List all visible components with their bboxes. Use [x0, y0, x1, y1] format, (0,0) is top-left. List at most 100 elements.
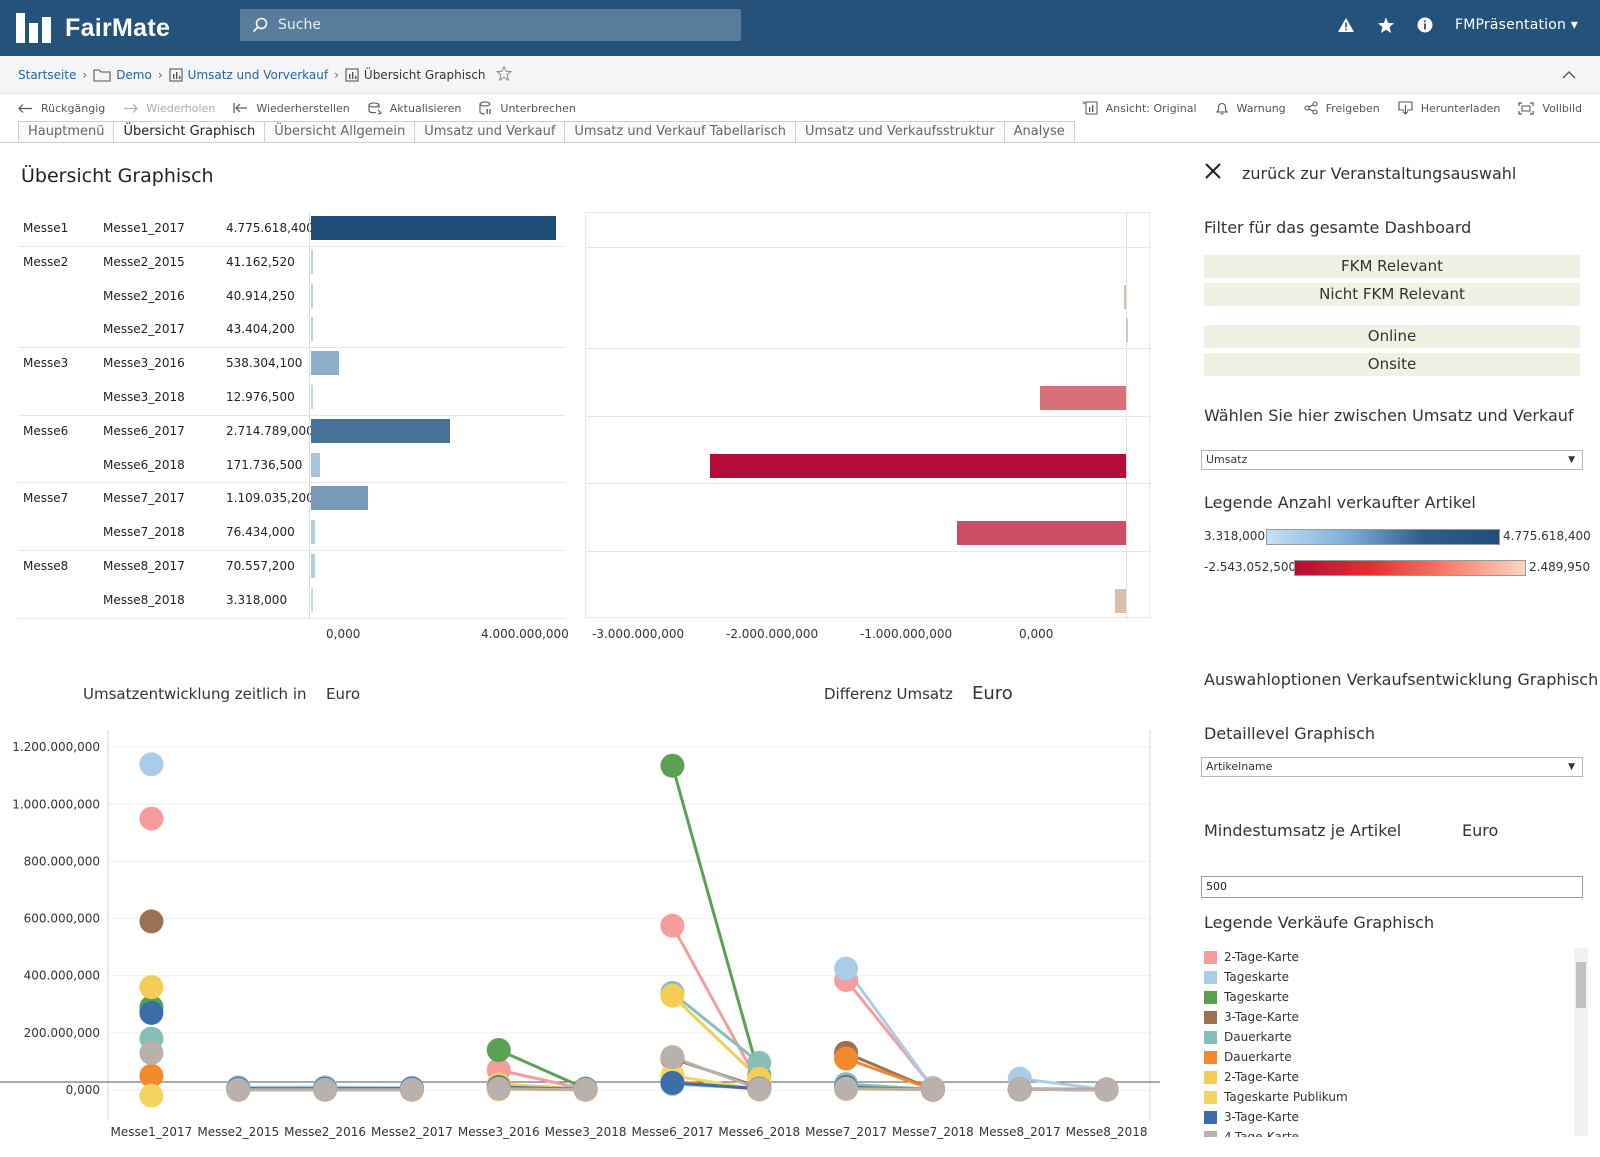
- breadcrumb-umsatz[interactable]: Umsatz und Vorverkauf: [169, 68, 328, 82]
- tab-uebersicht-allgemein[interactable]: Übersicht Allgemein: [264, 121, 416, 143]
- close-icon[interactable]: [1204, 162, 1222, 184]
- revenue-bar[interactable]: [311, 283, 314, 308]
- series-point[interactable]: [139, 1063, 164, 1088]
- info-icon[interactable]: [1417, 17, 1433, 33]
- legend-swatch: [1204, 1050, 1217, 1064]
- difference-bar[interactable]: [1126, 318, 1129, 343]
- legend-item[interactable]: 3-Tage-Karte: [1204, 1007, 1584, 1027]
- series-point[interactable]: [660, 753, 685, 778]
- revenue-bar[interactable]: [311, 486, 368, 511]
- pause-button[interactable]: Unterbrechen: [479, 101, 576, 115]
- series-point[interactable]: [139, 752, 164, 777]
- series-point[interactable]: [313, 1077, 338, 1102]
- tab-hauptmenue[interactable]: Hauptmenü: [18, 121, 115, 143]
- search-input[interactable]: Suche: [240, 9, 741, 41]
- tab-analyse[interactable]: Analyse: [1003, 121, 1075, 143]
- filter-fkm-relevant[interactable]: FKM Relevant: [1204, 255, 1580, 278]
- series-point[interactable]: [486, 1038, 511, 1062]
- tab-umsatz-verkaufsstruktur[interactable]: Umsatz und Verkaufsstruktur: [795, 121, 1005, 143]
- legend-scroll-thumb[interactable]: [1576, 962, 1586, 1008]
- alert-icon[interactable]: [1337, 17, 1355, 33]
- revenue-bar[interactable]: [311, 418, 450, 443]
- revenue-bar[interactable]: [311, 554, 315, 578]
- difference-bar[interactable]: [957, 521, 1127, 546]
- series-point[interactable]: [399, 1077, 424, 1102]
- breadcrumb-startseite[interactable]: Startseite: [18, 67, 77, 82]
- series-point[interactable]: [920, 1077, 945, 1102]
- revenue-bar[interactable]: [311, 317, 314, 342]
- series-point[interactable]: [660, 1070, 685, 1095]
- view-original-button[interactable]: * Ansicht: Original: [1082, 101, 1197, 115]
- series-point[interactable]: [660, 913, 685, 938]
- download-icon: [1398, 101, 1413, 115]
- legend-item[interactable]: 3-Tage-Karte: [1204, 1107, 1584, 1127]
- difference-bar[interactable]: [1124, 284, 1127, 309]
- undo-button[interactable]: Rückgängig: [18, 102, 105, 115]
- mode-dropdown[interactable]: Umsatz ▼: [1201, 450, 1583, 470]
- series-point[interactable]: [834, 1076, 859, 1101]
- detail-dropdown[interactable]: Artikelname ▼: [1201, 757, 1583, 777]
- x-tick-label: Messe3_2016: [458, 1125, 540, 1139]
- fullscreen-button[interactable]: Vollbild: [1518, 102, 1582, 115]
- revenue-bar[interactable]: [311, 520, 315, 545]
- revenue-bar[interactable]: [311, 249, 314, 274]
- revenue-bar[interactable]: [311, 216, 556, 240]
- legend-item[interactable]: 4-Tage-Karte: [1204, 1127, 1584, 1137]
- tab-umsatz-verkauf[interactable]: Umsatz und Verkauf: [414, 121, 566, 143]
- fairmate-logo[interactable]: FairMate: [16, 12, 170, 44]
- series-point[interactable]: [834, 1046, 859, 1071]
- difference-bar[interactable]: [1040, 386, 1127, 410]
- difference-bar[interactable]: [1115, 588, 1127, 613]
- favorites-star-icon[interactable]: [1377, 17, 1395, 34]
- toolbar-right: * Ansicht: Original Warnung Freigeben He…: [1064, 95, 1582, 121]
- difference-bar[interactable]: [709, 453, 1127, 478]
- series-point[interactable]: [226, 1077, 251, 1102]
- series-point[interactable]: [1007, 1077, 1032, 1102]
- filter-onsite[interactable]: Onsite: [1204, 353, 1580, 376]
- legend-item[interactable]: 2-Tage-Karte: [1204, 947, 1584, 967]
- legend-item[interactable]: Tageskarte: [1204, 967, 1584, 987]
- legend-item[interactable]: Tageskarte: [1204, 987, 1584, 1007]
- legend-item[interactable]: Dauerkarte: [1204, 1027, 1584, 1047]
- redo-button[interactable]: Wiederholen: [123, 102, 215, 115]
- series-point[interactable]: [660, 1045, 685, 1070]
- series-point[interactable]: [486, 1076, 511, 1101]
- filter-nicht-fkm-relevant[interactable]: Nicht FKM Relevant: [1204, 283, 1580, 306]
- min-revenue-input[interactable]: 500: [1201, 876, 1583, 898]
- series-point[interactable]: [139, 975, 164, 1000]
- series-point[interactable]: [139, 1040, 164, 1065]
- series-point[interactable]: [747, 1077, 772, 1102]
- revenue-bar[interactable]: [311, 351, 339, 376]
- revenue-bar[interactable]: [311, 385, 313, 409]
- alert-button[interactable]: Warnung: [1215, 101, 1286, 115]
- filter-online[interactable]: Online: [1204, 325, 1580, 348]
- back-to-event-selection[interactable]: zurück zur Veranstaltungsauswahl: [1242, 164, 1517, 183]
- download-button[interactable]: Herunterladen: [1398, 101, 1500, 115]
- diff-chart-unit: Euro: [972, 683, 1013, 704]
- legend-item[interactable]: 2-Tage-Karte: [1204, 1067, 1584, 1087]
- tab-uebersicht-graphisch[interactable]: Übersicht Graphisch: [113, 121, 266, 143]
- dashboard-title: Übersicht Graphisch: [21, 165, 214, 187]
- revenue-bar[interactable]: [311, 587, 313, 612]
- legend-scrollbar[interactable]: [1574, 948, 1588, 1136]
- revert-button[interactable]: Wiederherstellen: [233, 102, 350, 115]
- user-menu[interactable]: FMPräsentation ▾: [1454, 17, 1578, 33]
- favorite-star-icon[interactable]: [495, 64, 512, 84]
- series-point[interactable]: [139, 1000, 164, 1025]
- series-point[interactable]: [834, 956, 859, 981]
- series-point[interactable]: [660, 983, 685, 1008]
- revenue-bar[interactable]: [311, 452, 320, 477]
- series-point[interactable]: [139, 806, 164, 831]
- breadcrumb-demo[interactable]: Demo: [93, 68, 152, 82]
- series-point[interactable]: [573, 1077, 598, 1102]
- legend-label: Tageskarte: [1224, 990, 1290, 1004]
- series-point[interactable]: [139, 1083, 164, 1108]
- series-point[interactable]: [139, 909, 164, 934]
- share-button[interactable]: Freigeben: [1304, 101, 1380, 115]
- chevron-up-icon[interactable]: [1562, 68, 1576, 82]
- tab-umsatz-verkauf-tabellarisch[interactable]: Umsatz und Verkauf Tabellarisch: [564, 121, 796, 143]
- legend-item[interactable]: Dauerkarte: [1204, 1047, 1584, 1067]
- legend-item[interactable]: Tageskarte Publikum: [1204, 1087, 1584, 1107]
- refresh-button[interactable]: Aktualisieren: [368, 101, 461, 115]
- series-point[interactable]: [1094, 1077, 1119, 1102]
